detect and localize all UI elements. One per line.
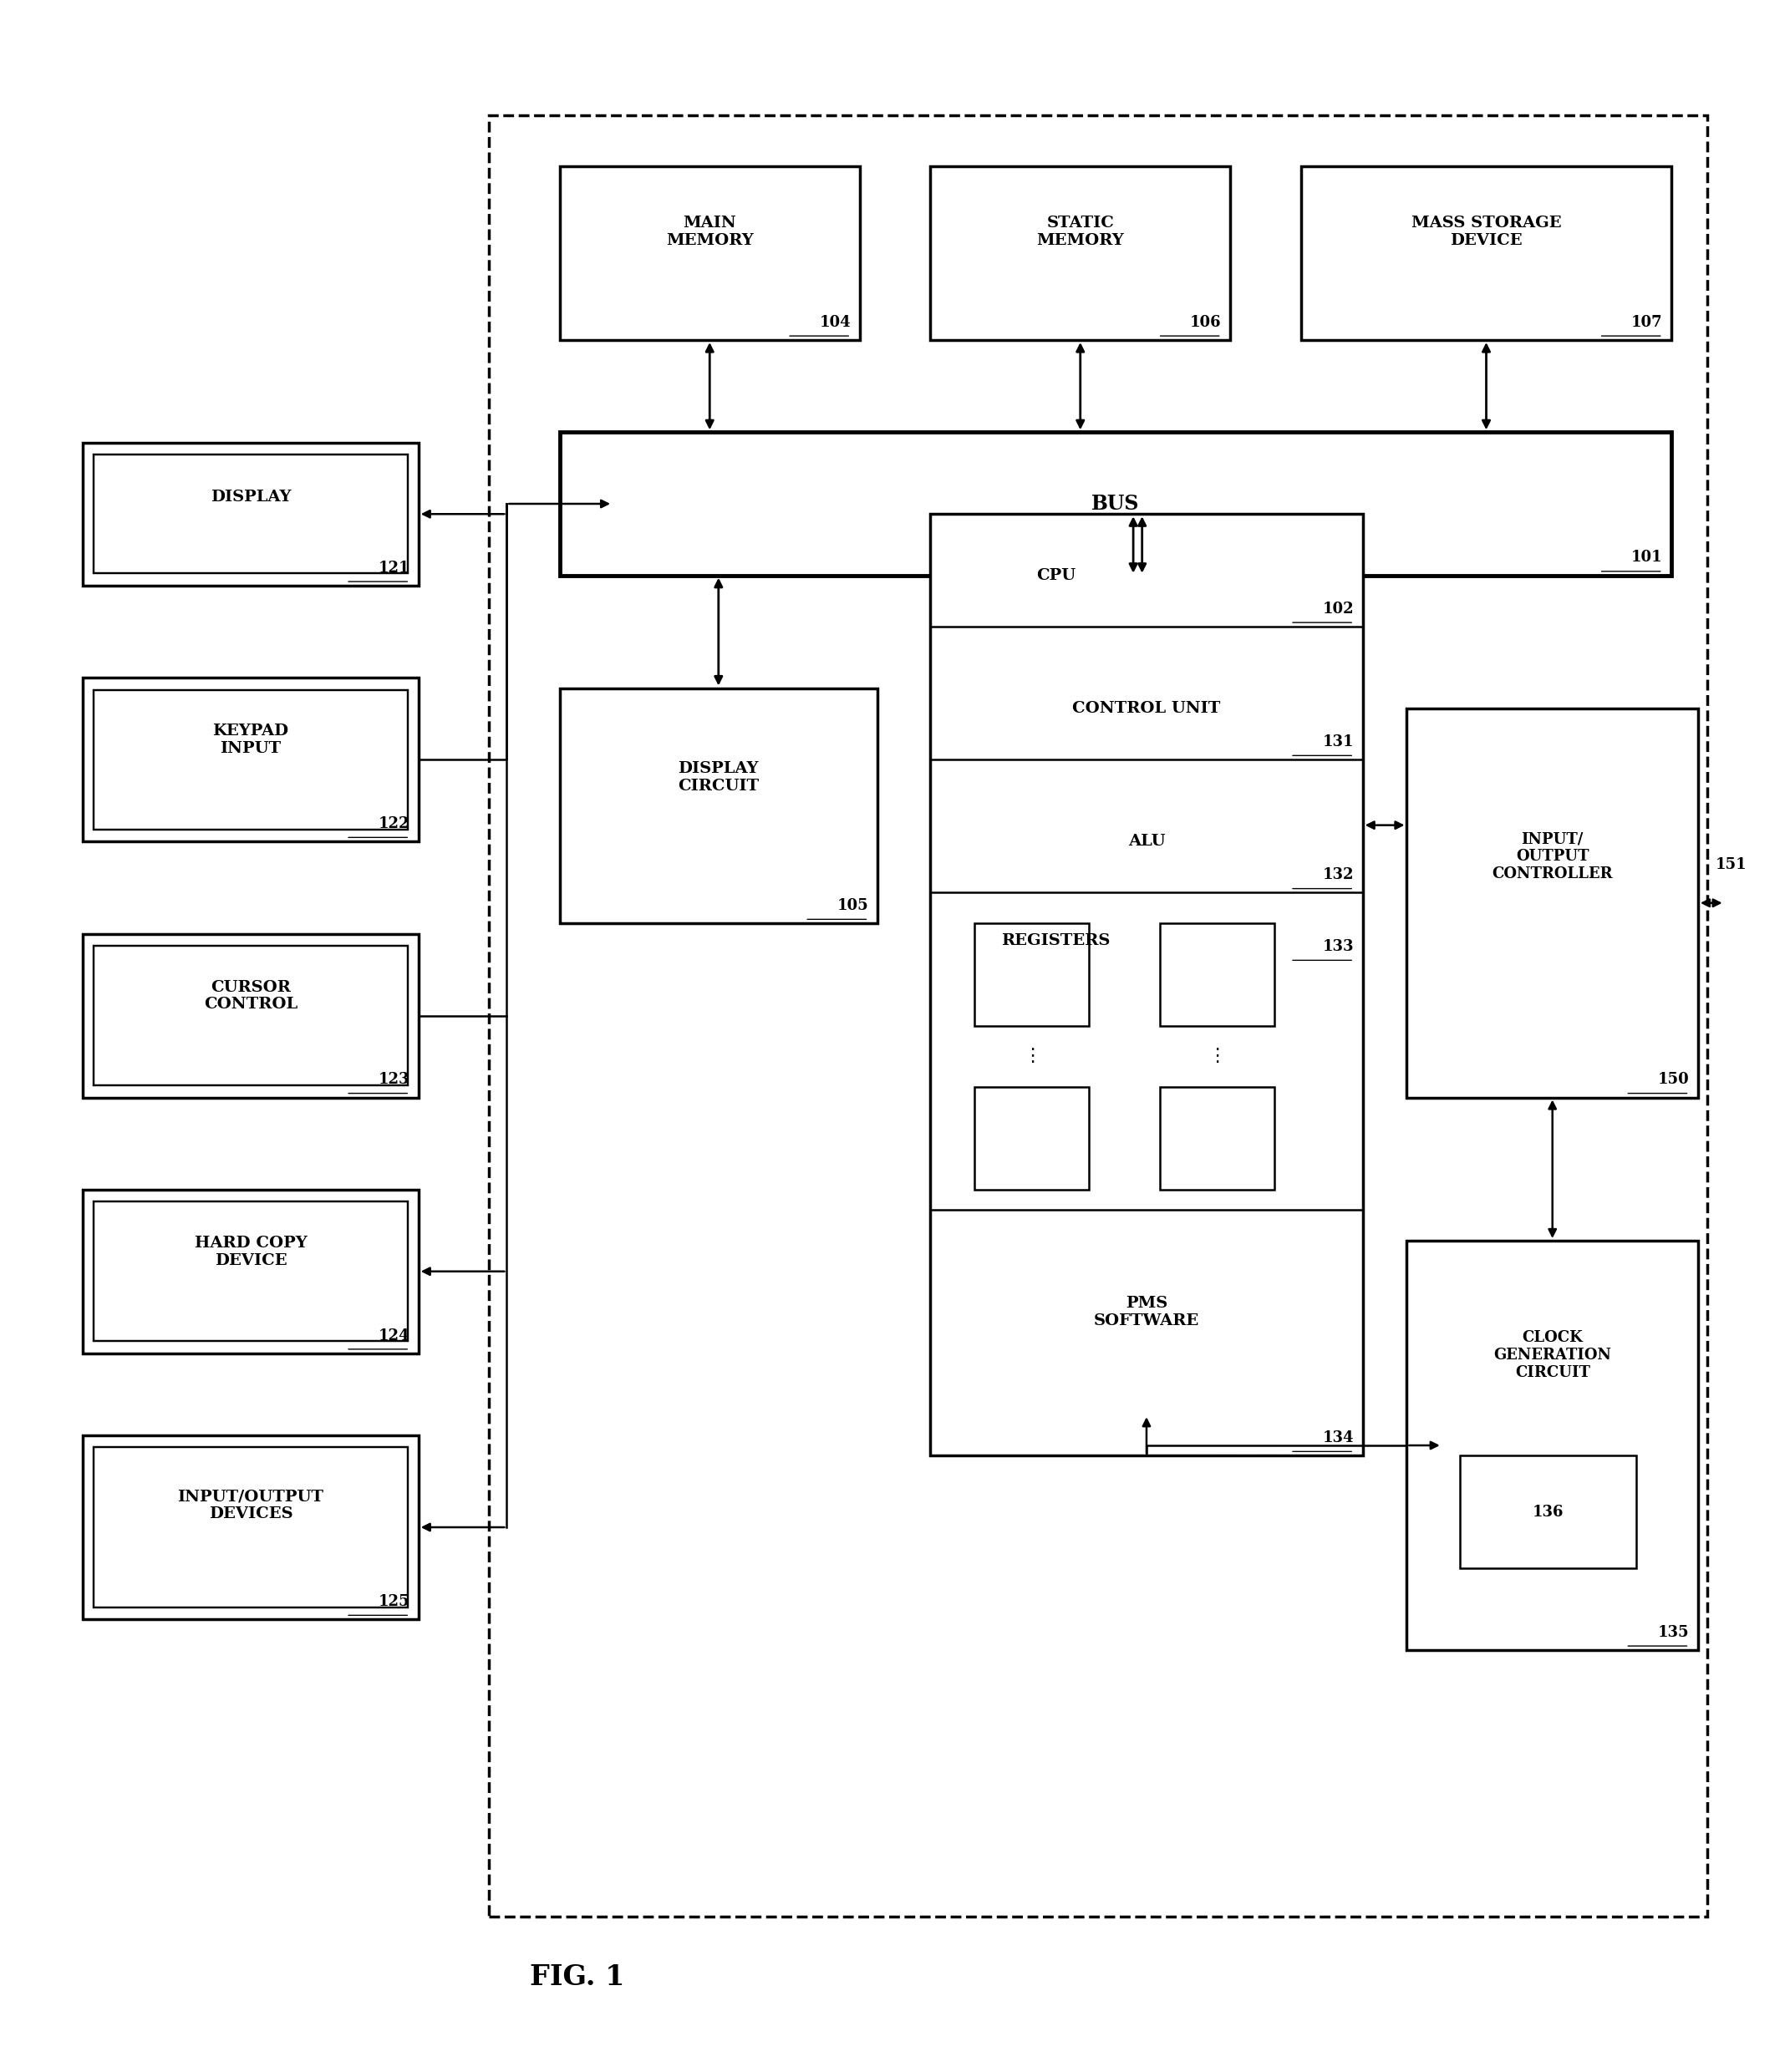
Text: CPU: CPU <box>1036 568 1076 582</box>
Text: REGISTERS: REGISTERS <box>1001 934 1110 949</box>
FancyBboxPatch shape <box>93 1202 408 1341</box>
FancyBboxPatch shape <box>560 688 877 924</box>
Text: 132: 132 <box>1323 868 1353 883</box>
Text: 101: 101 <box>1631 551 1663 566</box>
Text: 135: 135 <box>1658 1624 1690 1639</box>
FancyBboxPatch shape <box>93 1448 408 1608</box>
FancyBboxPatch shape <box>974 1088 1088 1189</box>
Text: 136: 136 <box>1532 1504 1564 1519</box>
Text: 102: 102 <box>1323 601 1353 615</box>
FancyBboxPatch shape <box>974 924 1088 1026</box>
FancyBboxPatch shape <box>1160 924 1274 1026</box>
Text: KEYPAD
INPUT: KEYPAD INPUT <box>213 723 288 756</box>
FancyBboxPatch shape <box>560 166 859 340</box>
Text: 150: 150 <box>1658 1071 1690 1088</box>
Text: 124: 124 <box>378 1328 410 1343</box>
Text: 131: 131 <box>1323 733 1353 750</box>
Text: FIG. 1: FIG. 1 <box>530 1964 625 1991</box>
FancyBboxPatch shape <box>82 678 419 841</box>
FancyBboxPatch shape <box>1407 709 1699 1098</box>
Text: MASS STORAGE
DEVICE: MASS STORAGE DEVICE <box>1411 215 1561 249</box>
Text: HARD COPY
DEVICE: HARD COPY DEVICE <box>195 1235 308 1268</box>
FancyBboxPatch shape <box>1160 1088 1274 1189</box>
Text: INPUT/OUTPUT
DEVICES: INPUT/OUTPUT DEVICES <box>177 1490 324 1521</box>
FancyBboxPatch shape <box>931 166 1230 340</box>
FancyBboxPatch shape <box>82 443 419 586</box>
FancyBboxPatch shape <box>931 514 1362 1457</box>
Text: CLOCK
GENERATION
CIRCUIT: CLOCK GENERATION CIRCUIT <box>1493 1330 1611 1380</box>
Text: INPUT/
OUTPUT
CONTROLLER: INPUT/ OUTPUT CONTROLLER <box>1493 831 1613 881</box>
FancyBboxPatch shape <box>93 947 408 1086</box>
FancyBboxPatch shape <box>1301 166 1672 340</box>
Text: PMS
SOFTWARE: PMS SOFTWARE <box>1094 1297 1199 1328</box>
FancyBboxPatch shape <box>82 934 419 1098</box>
FancyBboxPatch shape <box>560 433 1672 576</box>
Text: ⋮: ⋮ <box>1022 1048 1042 1065</box>
Text: STATIC
MEMORY: STATIC MEMORY <box>1036 215 1124 249</box>
FancyBboxPatch shape <box>1461 1457 1636 1569</box>
Text: BUS: BUS <box>1092 493 1140 514</box>
Text: ⋮: ⋮ <box>1208 1048 1226 1065</box>
Text: 151: 151 <box>1715 858 1747 872</box>
Text: 125: 125 <box>378 1593 410 1610</box>
Text: 107: 107 <box>1631 315 1663 329</box>
Text: 134: 134 <box>1323 1430 1353 1446</box>
Text: 133: 133 <box>1323 939 1353 953</box>
FancyBboxPatch shape <box>93 690 408 829</box>
Text: 104: 104 <box>820 315 850 329</box>
Text: DISPLAY: DISPLAY <box>211 489 292 503</box>
FancyBboxPatch shape <box>1407 1241 1699 1649</box>
Text: 123: 123 <box>378 1071 410 1088</box>
FancyBboxPatch shape <box>82 1189 419 1353</box>
Text: 121: 121 <box>378 559 410 576</box>
Text: DISPLAY
CIRCUIT: DISPLAY CIRCUIT <box>678 760 759 794</box>
Text: CURSOR
CONTROL: CURSOR CONTROL <box>204 980 297 1011</box>
Text: CONTROL UNIT: CONTROL UNIT <box>1072 700 1221 717</box>
FancyBboxPatch shape <box>82 1436 419 1620</box>
Text: 106: 106 <box>1190 315 1221 329</box>
Text: MAIN
MEMORY: MAIN MEMORY <box>666 215 754 249</box>
Text: 122: 122 <box>378 816 410 831</box>
Text: 105: 105 <box>838 897 868 914</box>
FancyBboxPatch shape <box>93 454 408 574</box>
Text: ALU: ALU <box>1128 835 1165 850</box>
